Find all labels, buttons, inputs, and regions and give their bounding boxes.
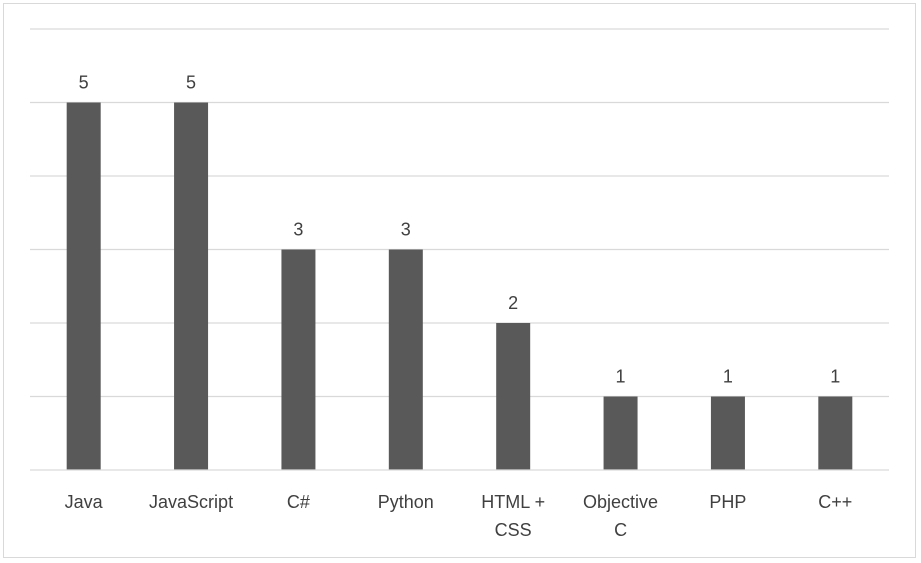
x-tick-label: C++ [818,492,852,512]
x-tick-label: C# [287,492,310,512]
data-label: 1 [723,367,733,387]
bar-objective-c [603,396,638,470]
bar-java [66,102,101,470]
chart-frame [3,3,916,558]
bar-c- [818,396,853,470]
data-label: 5 [186,73,196,93]
x-tick-labels: Java JavaScript C# Python HTML + CSS Objective… [65,492,853,540]
data-label: 2 [508,293,518,313]
bar-python [388,249,423,470]
x-tick-label: Python [378,492,434,512]
bar-php [710,396,745,470]
data-label: 5 [79,73,89,93]
x-tick-label: PHP [709,492,746,512]
data-label: 1 [616,367,626,387]
bar-javascript [174,102,209,470]
data-labels: 5 5 3 3 2 1 1 1 [79,73,841,387]
x-tick-label: HTML + CSS [481,492,545,540]
bars [66,102,853,470]
data-label: 3 [401,220,411,240]
bar-c- [281,249,316,470]
x-tick-label: Java [65,492,104,512]
x-tick-label: Objective C [583,492,658,540]
x-tick-label: JavaScript [149,492,233,512]
data-label: 1 [830,367,840,387]
data-label: 3 [293,220,303,240]
gridlines [30,28,889,398]
bar-html-css [496,323,531,470]
